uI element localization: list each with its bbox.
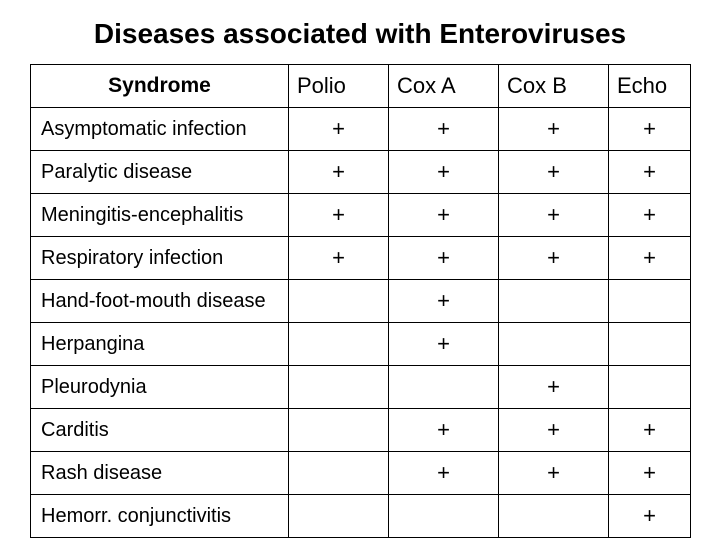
- value-cell: +: [389, 194, 499, 237]
- value-cell: +: [389, 409, 499, 452]
- value-cell: +: [389, 108, 499, 151]
- syndrome-cell: Rash disease: [31, 452, 289, 495]
- value-cell: +: [289, 151, 389, 194]
- table-body: Asymptomatic infection + + + + Paralytic…: [31, 108, 691, 538]
- value-cell: +: [499, 237, 609, 280]
- syndrome-cell: Pleurodynia: [31, 366, 289, 409]
- value-cell: [289, 495, 389, 538]
- syndrome-cell: Paralytic disease: [31, 151, 289, 194]
- column-header-echo: Echo: [609, 65, 691, 108]
- value-cell: +: [609, 452, 691, 495]
- value-cell: +: [289, 194, 389, 237]
- table-row: Respiratory infection + + + +: [31, 237, 691, 280]
- value-cell: +: [609, 237, 691, 280]
- value-cell: +: [499, 409, 609, 452]
- value-cell: [289, 323, 389, 366]
- value-cell: [499, 495, 609, 538]
- table-row: Carditis + + +: [31, 409, 691, 452]
- value-cell: [289, 366, 389, 409]
- value-cell: +: [499, 151, 609, 194]
- column-header-polio: Polio: [289, 65, 389, 108]
- value-cell: +: [499, 452, 609, 495]
- table-row: Herpangina +: [31, 323, 691, 366]
- table-header-row: Syndrome Polio Cox A Cox B Echo: [31, 65, 691, 108]
- column-header-coxa: Cox A: [389, 65, 499, 108]
- table-row: Paralytic disease + + + +: [31, 151, 691, 194]
- table-row: Meningitis-encephalitis + + + +: [31, 194, 691, 237]
- value-cell: +: [389, 323, 499, 366]
- table-row: Pleurodynia +: [31, 366, 691, 409]
- syndrome-header: Syndrome: [31, 65, 289, 108]
- value-cell: [499, 323, 609, 366]
- value-cell: +: [609, 495, 691, 538]
- syndrome-cell: Hand-foot-mouth disease: [31, 280, 289, 323]
- value-cell: +: [499, 366, 609, 409]
- value-cell: +: [609, 151, 691, 194]
- value-cell: +: [499, 194, 609, 237]
- table-row: Hemorr. conjunctivitis +: [31, 495, 691, 538]
- value-cell: [609, 366, 691, 409]
- table-row: Asymptomatic infection + + + +: [31, 108, 691, 151]
- value-cell: [609, 323, 691, 366]
- syndrome-cell: Respiratory infection: [31, 237, 289, 280]
- value-cell: [389, 495, 499, 538]
- disease-table: Syndrome Polio Cox A Cox B Echo Asymptom…: [30, 64, 691, 538]
- value-cell: +: [289, 108, 389, 151]
- value-cell: [389, 366, 499, 409]
- value-cell: +: [499, 108, 609, 151]
- value-cell: +: [389, 151, 499, 194]
- page-title: Diseases associated with Enteroviruses: [30, 18, 690, 50]
- syndrome-cell: Carditis: [31, 409, 289, 452]
- value-cell: [289, 409, 389, 452]
- value-cell: +: [389, 237, 499, 280]
- value-cell: [289, 452, 389, 495]
- syndrome-cell: Hemorr. conjunctivitis: [31, 495, 289, 538]
- value-cell: +: [389, 452, 499, 495]
- value-cell: +: [389, 280, 499, 323]
- value-cell: [499, 280, 609, 323]
- value-cell: +: [609, 194, 691, 237]
- table-row: Hand-foot-mouth disease +: [31, 280, 691, 323]
- value-cell: +: [289, 237, 389, 280]
- column-header-coxb: Cox B: [499, 65, 609, 108]
- syndrome-cell: Asymptomatic infection: [31, 108, 289, 151]
- value-cell: [609, 280, 691, 323]
- syndrome-cell: Herpangina: [31, 323, 289, 366]
- table-row: Rash disease + + +: [31, 452, 691, 495]
- value-cell: +: [609, 108, 691, 151]
- value-cell: [289, 280, 389, 323]
- value-cell: +: [609, 409, 691, 452]
- syndrome-cell: Meningitis-encephalitis: [31, 194, 289, 237]
